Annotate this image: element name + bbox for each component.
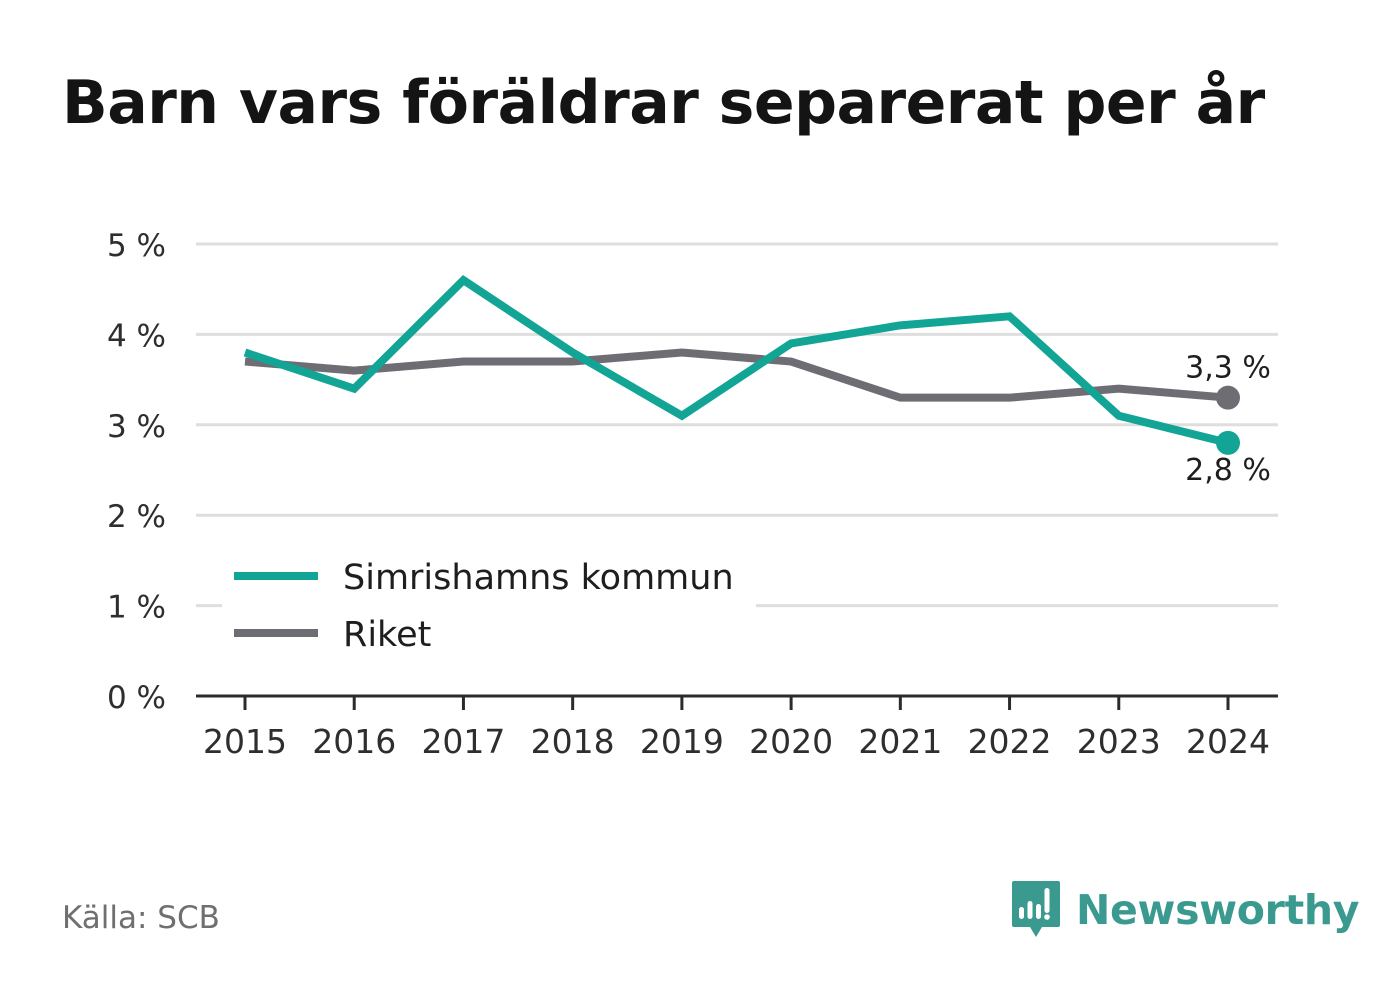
x-tick-label: 2016 xyxy=(312,722,396,761)
brand-name: Newsworthy xyxy=(1076,886,1360,934)
series-end-point xyxy=(1216,385,1240,410)
end-labels: 2,8 % 3,3 % xyxy=(1185,351,1271,488)
legend-background xyxy=(222,548,756,660)
series-line-2 xyxy=(244,348,1229,402)
chart-title: Barn vars föräldrar separerat per år xyxy=(62,68,1265,138)
legend: Simrishamns kommun Riket xyxy=(222,548,756,660)
x-axis: 2015 2016 2017 2018 2019 2020 2021 2022 2023 2024 xyxy=(196,694,1278,761)
x-tick-label: 2023 xyxy=(1077,722,1161,761)
x-tick-label: 2019 xyxy=(640,722,724,761)
end-value-label: 3,3 % xyxy=(1185,351,1271,386)
series-line-1 xyxy=(243,275,1229,447)
x-tick-label: 2018 xyxy=(531,722,615,761)
x-tick-label: 2024 xyxy=(1186,722,1270,761)
legend-label: Riket xyxy=(343,615,431,655)
y-tick-label: 4 % xyxy=(107,318,166,354)
x-tick-label: 2021 xyxy=(858,722,942,761)
y-tick-label: 1 % xyxy=(107,590,166,626)
x-tick-label: 2020 xyxy=(749,722,833,761)
bar-chart-icon xyxy=(1012,881,1060,937)
series-lines xyxy=(243,275,1240,455)
y-tick-label: 5 % xyxy=(107,228,166,264)
legend-label: Simrishamns kommun xyxy=(343,558,734,598)
end-value-label: 2,8 % xyxy=(1185,453,1271,488)
series-end-point xyxy=(1216,430,1240,455)
x-tick-label: 2022 xyxy=(968,722,1052,761)
y-axis-ticks: 0 % 1 % 2 % 3 % 4 % 5 % xyxy=(107,228,166,716)
brand-logo: Newsworthy xyxy=(1010,878,1359,942)
x-tick-label: 2015 xyxy=(203,722,287,761)
y-tick-label: 2 % xyxy=(107,499,166,535)
y-tick-label: 3 % xyxy=(107,409,166,445)
y-tick-label: 0 % xyxy=(107,680,166,716)
source-note: Källa: SCB xyxy=(62,900,220,936)
x-tick-label: 2017 xyxy=(421,722,505,761)
